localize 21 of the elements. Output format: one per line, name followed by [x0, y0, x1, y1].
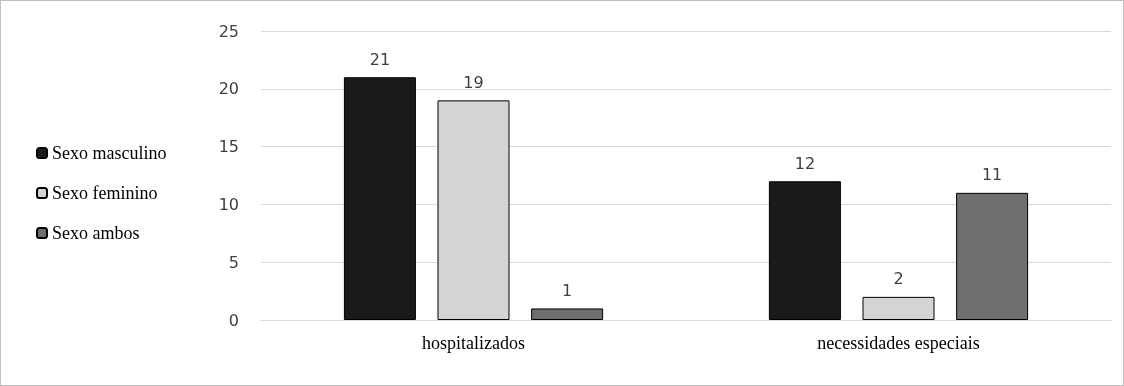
y-tick-label: 20: [218, 79, 239, 99]
legend-label: Sexo masculino: [52, 143, 167, 163]
data-label: 1: [562, 280, 573, 300]
y-tick-label: 15: [218, 137, 239, 157]
legend-label: Sexo feminino: [52, 183, 158, 203]
y-tick-label: 25: [218, 21, 239, 41]
y-tick-label: 5: [228, 252, 239, 272]
bar: [343, 77, 416, 320]
data-label: 12: [794, 153, 816, 173]
data-label: 2: [893, 269, 904, 289]
x-tick-label: hospitalizados: [422, 333, 525, 353]
bar: [531, 308, 604, 320]
bar: [768, 181, 841, 320]
y-tick-label: 10: [218, 194, 239, 214]
data-label: 11: [981, 165, 1003, 185]
x-tick-label: necessidades especiais: [817, 333, 980, 353]
bar: [956, 192, 1029, 320]
y-tick-label: 0: [228, 310, 239, 330]
data-label: 19: [463, 72, 484, 92]
legend-label: Sexo ambos: [52, 223, 140, 243]
data-label: 21: [369, 49, 391, 69]
